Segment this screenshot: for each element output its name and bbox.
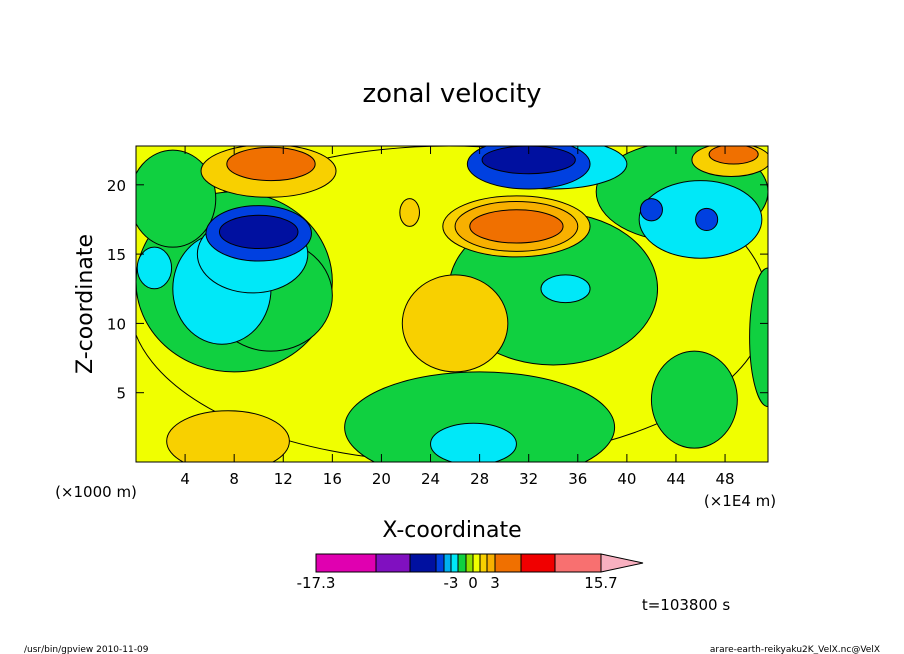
contour-region-31 bbox=[708, 146, 759, 165]
x-tick-label-6: 28 bbox=[470, 470, 489, 488]
x-tick-label-11: 48 bbox=[716, 470, 735, 488]
colorbar-label-2: 0 bbox=[468, 574, 478, 592]
colorbar-band-4 bbox=[443, 553, 452, 573]
x-unit-right-label: (×1E4 m) bbox=[704, 492, 776, 510]
contour-region-22 bbox=[401, 274, 509, 373]
contour-region-15 bbox=[136, 246, 173, 290]
contour-region-30 bbox=[469, 209, 564, 244]
contour-region-19 bbox=[695, 207, 719, 232]
footer-right: arare-earth-reikyaku2K_VelX.nc@VelX bbox=[710, 645, 880, 654]
colorbar-label-0: -17.3 bbox=[297, 574, 336, 592]
contour-region-11 bbox=[430, 422, 517, 462]
y-tick-label-3: 20 bbox=[107, 177, 126, 195]
colorbar-band-10 bbox=[486, 553, 496, 573]
x-tick-label-3: 16 bbox=[323, 470, 342, 488]
contour-region-2 bbox=[136, 149, 217, 248]
colorbar bbox=[315, 553, 644, 573]
colorbar-band-1 bbox=[375, 553, 411, 573]
y-tick-label-2: 15 bbox=[107, 246, 126, 264]
colorbar-band-12 bbox=[520, 553, 556, 573]
colorbar-arrow bbox=[600, 553, 644, 573]
y-axis-label: Z-coordinate bbox=[73, 234, 98, 374]
time-label: t=103800 s bbox=[642, 596, 730, 614]
plot-frame bbox=[135, 145, 769, 463]
contour-region-21 bbox=[481, 146, 576, 175]
colorbar-band-9 bbox=[479, 553, 488, 573]
x-tick-label-2: 12 bbox=[274, 470, 293, 488]
contour-field bbox=[136, 146, 768, 462]
x-tick-label-1: 8 bbox=[229, 470, 239, 488]
x-unit-left-label: (×1000 m) bbox=[55, 483, 137, 501]
x-tick-label-10: 44 bbox=[666, 470, 685, 488]
x-axis-label: X-coordinate bbox=[382, 518, 521, 543]
colorbar-band-5 bbox=[450, 553, 459, 573]
y-tick-label-1: 10 bbox=[107, 315, 126, 333]
contour-region-18 bbox=[639, 198, 663, 222]
x-axis: 4 8 12 16 20 24 28 32 36 40 44 48 bbox=[180, 146, 735, 488]
colorbar-band-2 bbox=[409, 553, 437, 573]
x-tick-label-0: 4 bbox=[180, 470, 190, 488]
x-tick-label-9: 40 bbox=[617, 470, 636, 488]
footer-left: /usr/bin/gpview 2010-11-09 bbox=[24, 645, 149, 654]
colorbar-band-11 bbox=[494, 553, 522, 573]
colorbar-label-3: 3 bbox=[490, 574, 500, 592]
chart-title: zonal velocity bbox=[362, 79, 541, 109]
x-tick-label-7: 32 bbox=[519, 470, 538, 488]
contour-region-20 bbox=[218, 214, 299, 250]
y-axis: 5 10 15 20 bbox=[107, 177, 768, 403]
y-tick-label-0: 5 bbox=[116, 385, 126, 403]
x-tick-label-5: 24 bbox=[421, 470, 440, 488]
contour-region-5 bbox=[344, 371, 616, 462]
colorbar-labels: -17.3 -3 0 3 15.7 bbox=[297, 574, 618, 592]
colorbar-band-6 bbox=[457, 553, 467, 573]
contour-region-27 bbox=[399, 198, 420, 227]
colorbar-band-8 bbox=[472, 553, 481, 573]
colorbar-label-4: 15.7 bbox=[584, 574, 617, 592]
contour-region-7 bbox=[650, 350, 738, 449]
x-tick-label-4: 20 bbox=[372, 470, 391, 488]
colorbar-band-3 bbox=[435, 553, 445, 573]
contour-region-23 bbox=[166, 410, 290, 462]
colorbar-band-7 bbox=[465, 553, 474, 573]
contour-region-12 bbox=[540, 274, 591, 304]
colorbar-label-1: -3 bbox=[444, 574, 459, 592]
colorbar-band-0 bbox=[315, 553, 377, 573]
colorbar-band-13 bbox=[554, 553, 602, 573]
x-tick-label-8: 36 bbox=[568, 470, 587, 488]
contour-region-29 bbox=[226, 146, 316, 182]
